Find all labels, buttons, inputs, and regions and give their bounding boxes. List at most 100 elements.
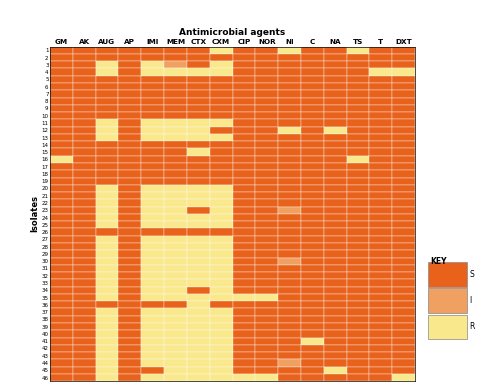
Bar [96, 141, 118, 149]
Bar [370, 200, 392, 207]
Bar [142, 359, 164, 367]
Bar [73, 214, 96, 221]
Bar [142, 185, 164, 192]
Bar [164, 294, 187, 301]
Bar [187, 236, 210, 243]
Bar [142, 236, 164, 243]
Bar [301, 98, 324, 105]
Bar [187, 258, 210, 265]
Bar [370, 214, 392, 221]
Bar [210, 134, 233, 141]
Bar [278, 258, 301, 265]
Bar [96, 163, 118, 170]
Bar [210, 207, 233, 214]
Bar [118, 287, 142, 294]
Bar [370, 221, 392, 228]
Bar [50, 76, 73, 83]
Bar [324, 214, 346, 221]
Bar [142, 47, 164, 54]
Bar [346, 359, 370, 367]
Bar [187, 134, 210, 141]
Bar [232, 243, 256, 250]
Bar [187, 250, 210, 258]
Bar [301, 330, 324, 338]
Bar [187, 185, 210, 192]
Bar [142, 338, 164, 345]
Bar [210, 265, 233, 272]
Bar [278, 301, 301, 308]
Bar [96, 178, 118, 185]
Bar [346, 90, 370, 98]
Bar [50, 221, 73, 228]
Bar [187, 207, 210, 214]
Bar [392, 119, 415, 127]
Bar [256, 119, 278, 127]
Bar [210, 68, 233, 76]
Bar [73, 359, 96, 367]
Bar [324, 367, 346, 374]
Bar [50, 287, 73, 294]
Bar [142, 200, 164, 207]
Bar [324, 279, 346, 287]
Bar [392, 200, 415, 207]
Y-axis label: Isolates: Isolates [30, 195, 39, 233]
Bar [256, 258, 278, 265]
Bar [256, 149, 278, 156]
Bar [232, 258, 256, 265]
Bar [50, 308, 73, 316]
Bar [324, 98, 346, 105]
Bar [232, 47, 256, 54]
Bar [210, 200, 233, 207]
Bar [232, 134, 256, 141]
Bar [164, 178, 187, 185]
Bar [96, 47, 118, 54]
Bar [96, 170, 118, 178]
Bar [73, 221, 96, 228]
Bar [210, 141, 233, 149]
Bar [142, 90, 164, 98]
Bar [210, 221, 233, 228]
Bar [118, 134, 142, 141]
Bar [50, 61, 73, 68]
Bar [73, 330, 96, 338]
Bar [118, 214, 142, 221]
Bar [278, 221, 301, 228]
Bar [187, 272, 210, 279]
Bar [278, 287, 301, 294]
Bar [73, 83, 96, 90]
Bar [187, 149, 210, 156]
Bar [324, 90, 346, 98]
Bar [164, 359, 187, 367]
Bar [301, 54, 324, 61]
Bar [346, 112, 370, 119]
Bar [50, 316, 73, 323]
Bar [50, 163, 73, 170]
Bar [232, 301, 256, 308]
Bar [370, 250, 392, 258]
Bar [301, 76, 324, 83]
Bar [232, 207, 256, 214]
Bar [164, 134, 187, 141]
Bar [210, 359, 233, 367]
Bar [210, 76, 233, 83]
Bar [324, 207, 346, 214]
Bar [164, 308, 187, 316]
Bar [278, 265, 301, 272]
Bar [346, 367, 370, 374]
Bar [278, 338, 301, 345]
Bar [232, 236, 256, 243]
Bar [73, 200, 96, 207]
Bar [370, 228, 392, 236]
Bar [278, 156, 301, 163]
Bar [50, 170, 73, 178]
Bar [392, 214, 415, 221]
Bar [346, 301, 370, 308]
Bar [301, 294, 324, 301]
Bar [232, 374, 256, 381]
Bar [210, 149, 233, 156]
Bar [210, 279, 233, 287]
Bar [324, 287, 346, 294]
Bar [232, 192, 256, 200]
Bar [256, 250, 278, 258]
Bar [73, 265, 96, 272]
